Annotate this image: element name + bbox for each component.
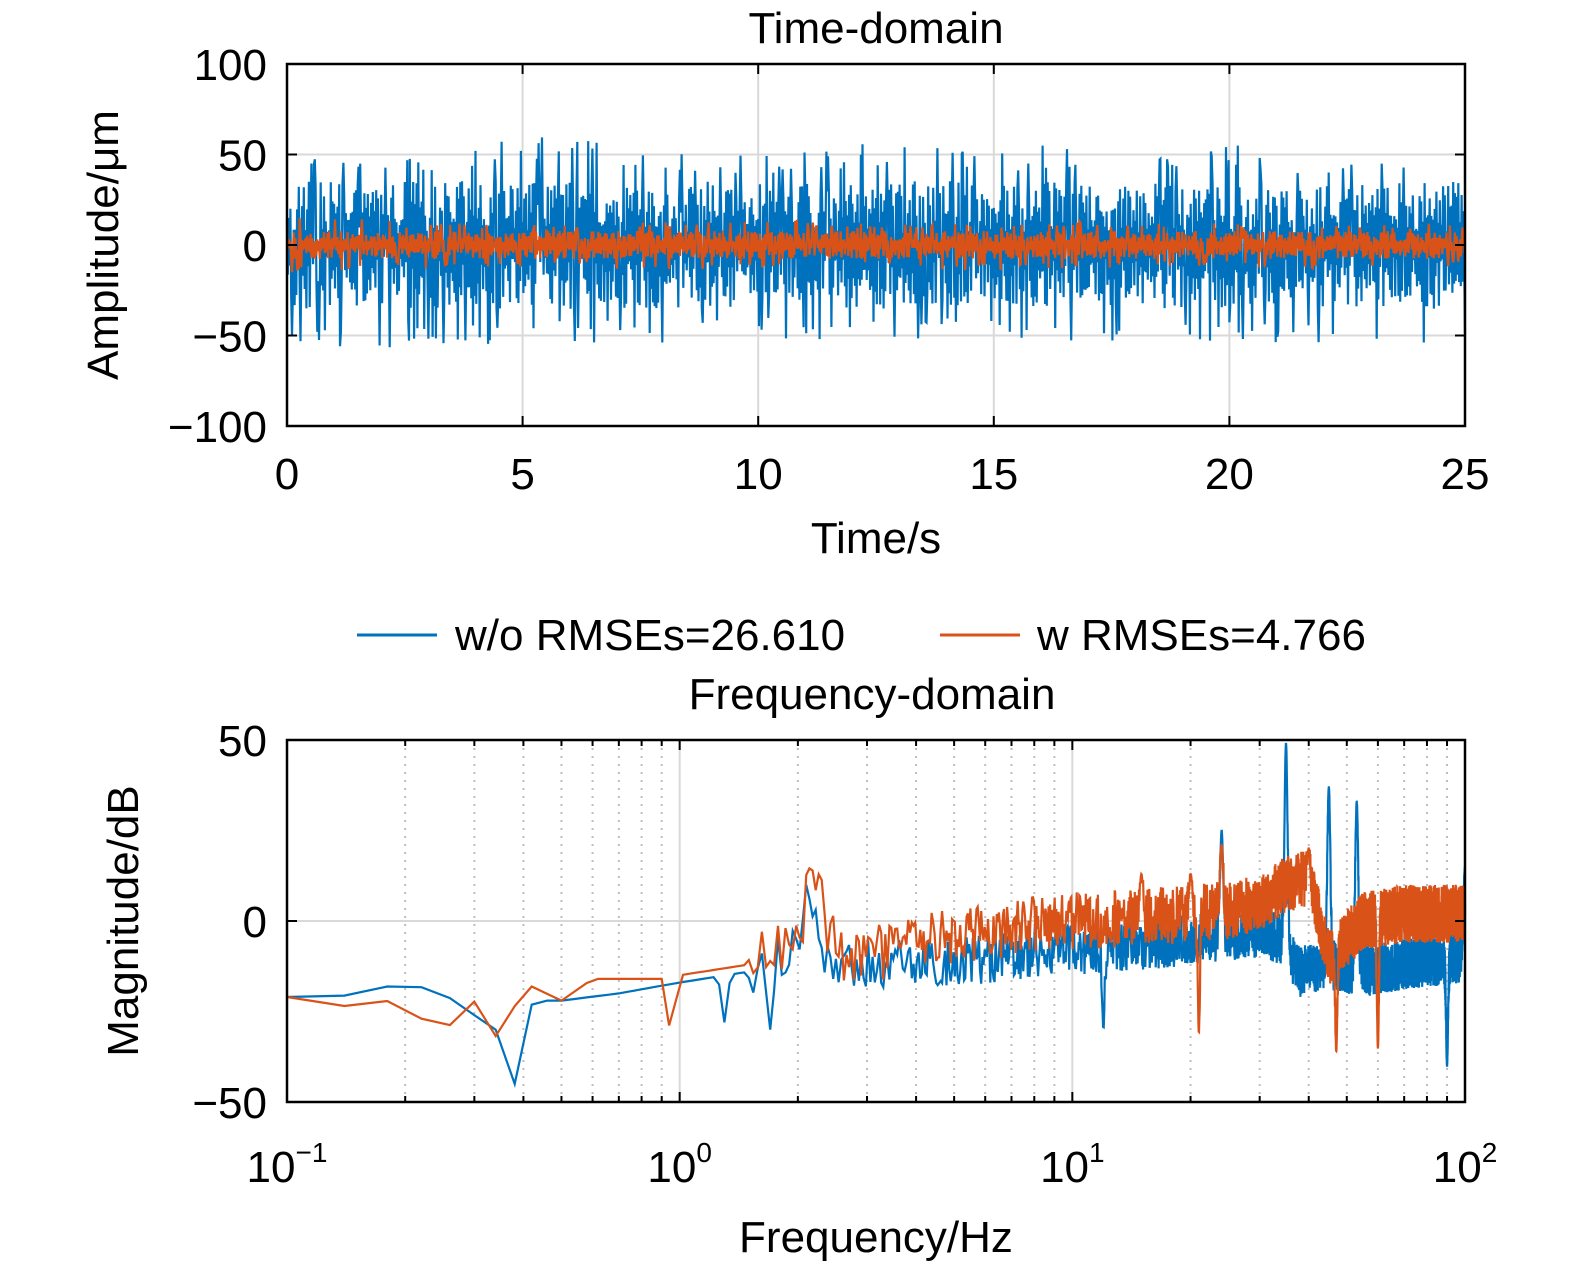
x-tick-label: 5: [510, 450, 534, 499]
x-tick-label: 100: [647, 1137, 712, 1192]
y-tick-label: 0: [243, 222, 267, 271]
time-domain-ticks: 0 5 10 15 20 25 −100 −50 0 50 100: [168, 41, 1490, 499]
legend: w/o RMSEs=26.610 w RMSEs=4.766: [357, 611, 1366, 660]
legend-label-wo: w/o RMSEs=26.610: [454, 611, 845, 660]
x-tick-label: 102: [1433, 1137, 1498, 1192]
x-tick-label: 15: [969, 450, 1018, 499]
y-tick-label: 50: [218, 717, 267, 766]
legend-label-w: w RMSEs=4.766: [1036, 611, 1366, 660]
time-domain-ylabel: Amplitude/μm: [79, 110, 128, 380]
y-tick-label: −100: [168, 403, 267, 452]
y-tick-label: 100: [194, 41, 267, 90]
frequency-domain-ticks: 10−1 100 101 102 −50 0 50: [192, 717, 1497, 1192]
x-tick-label: 25: [1441, 450, 1490, 499]
x-tick-label: 10−1: [247, 1137, 328, 1192]
y-tick-label: 0: [243, 898, 267, 947]
y-tick-label: −50: [192, 1079, 267, 1128]
x-tick-label: 10: [734, 450, 783, 499]
x-tick-label: 101: [1040, 1137, 1105, 1192]
time-domain-title: Time-domain: [748, 4, 1003, 53]
frequency-domain-ylabel: Magnitude/dB: [99, 785, 148, 1057]
y-tick-label: −50: [192, 313, 267, 362]
frequency-domain-title: Frequency-domain: [689, 670, 1056, 719]
frequency-domain-panel: 10−1 100 101 102 −50 0 50 Frequency-domain Fre…: [99, 670, 1497, 1262]
y-tick-label: 50: [218, 132, 267, 181]
frequency-domain-xlabel: Frequency/Hz: [739, 1213, 1013, 1262]
series-line-wo: [285, 137, 1467, 348]
x-tick-label: 0: [275, 450, 299, 499]
series-line-w: [285, 217, 1467, 273]
time-domain-panel: 0 5 10 15 20 25 −100 −50 0 50 100 Time-domain Time…: [79, 4, 1489, 563]
time-domain-series: [285, 137, 1467, 348]
frequency-domain-series: [286, 742, 1467, 1088]
series-line-w: [286, 843, 1467, 1054]
time-domain-xlabel: Time/s: [811, 514, 941, 563]
x-tick-label: 20: [1205, 450, 1254, 499]
